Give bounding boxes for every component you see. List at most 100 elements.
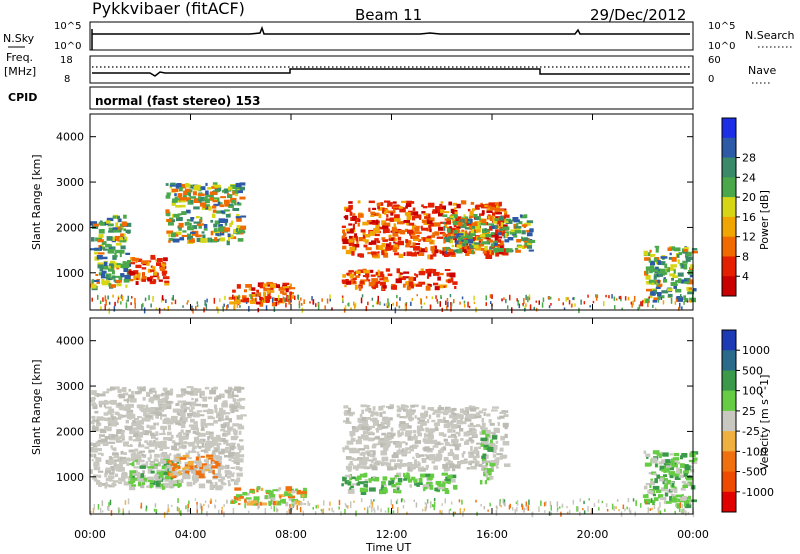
echo-cell [419,419,425,422]
echo-cell [491,250,494,255]
echo-cell [147,476,154,480]
echo-cell [248,288,252,291]
echo-cell [146,424,150,429]
scatter-cell [500,504,502,508]
echo-cell [687,481,693,486]
echo-cell [400,460,403,465]
scatter-cell [340,511,342,516]
echo-cell [123,261,128,265]
echo-cell [212,205,217,209]
echo-cell [92,418,96,422]
scatter-cell [372,304,374,308]
echo-cell [208,237,211,242]
echo-cell [91,282,95,285]
echo-cell [346,280,352,285]
scatter-cell [637,307,639,311]
echo-cell [363,270,371,274]
echo-cell [655,266,659,270]
echo-cell [677,259,680,264]
echo-cell [481,417,485,423]
echo-cell [421,466,424,470]
colorbar-tick-label: 12 [742,231,756,244]
scatter-cell [432,504,434,508]
scatter-cell [350,501,352,507]
echo-cell [146,261,150,266]
echo-cell [363,483,368,488]
echo-cell [426,213,431,219]
echo-cell [200,421,206,427]
echo-cell [460,461,465,465]
echo-cell [432,445,439,448]
echo-cell [371,466,378,471]
scatter-cell [595,294,597,298]
echo-cell [372,457,377,461]
echo-cell [345,465,353,470]
echo-cell [264,495,268,500]
echo-cell [435,210,438,214]
scatter-cell [620,298,622,302]
echo-cell [398,424,401,428]
echo-cell [133,270,139,275]
scatter-cell [153,508,156,512]
scatter-cell [312,299,315,305]
echo-cell [265,489,271,493]
noise-tick-top-right: 10^5 [708,21,735,32]
echo-cell [200,238,207,243]
echo-cell [212,416,215,420]
echo-cell [676,467,680,471]
echo-cell [372,417,376,423]
echo-cell [134,455,142,461]
echo-cell [185,464,189,467]
echo-cell [359,460,366,465]
echo-cell [201,463,207,466]
scatter-cell [100,306,102,310]
echo-cell [499,415,505,419]
echo-cell [192,411,197,415]
scatter-cell [205,303,208,310]
echo-cell [235,405,240,409]
echo-cell [417,460,420,465]
echo-cell [131,390,134,395]
echo-cell [646,269,649,274]
echo-cell [414,415,417,419]
echo-cell [208,434,214,439]
echo-cell [98,234,104,238]
echo-cell [678,474,684,478]
scatter-cell [425,506,427,511]
echo-cell [244,498,247,503]
echo-cell [101,452,104,457]
echo-cell [475,455,480,459]
scatter-cell [233,305,235,310]
echo-cell [341,483,344,487]
echo-cell [123,443,129,447]
echo-cell [388,238,392,241]
echo-cell [228,482,231,487]
echo-cell [285,288,289,293]
colorbar-tick-label: 8 [742,250,749,263]
echo-cell [189,409,194,413]
echo-cell [433,272,439,276]
echo-cell [342,447,345,453]
echo-cell [373,422,378,426]
scatter-cell [504,502,506,507]
echo-cell [342,245,347,250]
echo-cell [238,467,243,471]
echo-cell [234,192,239,197]
echo-cell [110,445,113,449]
echo-cell [112,480,119,483]
echo-cell [195,232,199,237]
scatter-cell [206,298,208,303]
echo-cell [409,448,414,452]
echo-cell [348,270,354,273]
echo-cell [193,198,201,203]
echo-cell [128,449,135,453]
echo-cell [375,271,378,276]
echo-cell [473,214,478,217]
echo-cell [167,438,173,441]
echo-cell [162,387,168,392]
scatter-cell [689,501,691,505]
echo-cell [377,220,380,224]
scatter-cell [429,304,432,310]
echo-cell [516,223,519,226]
scatter-cell [244,503,246,509]
